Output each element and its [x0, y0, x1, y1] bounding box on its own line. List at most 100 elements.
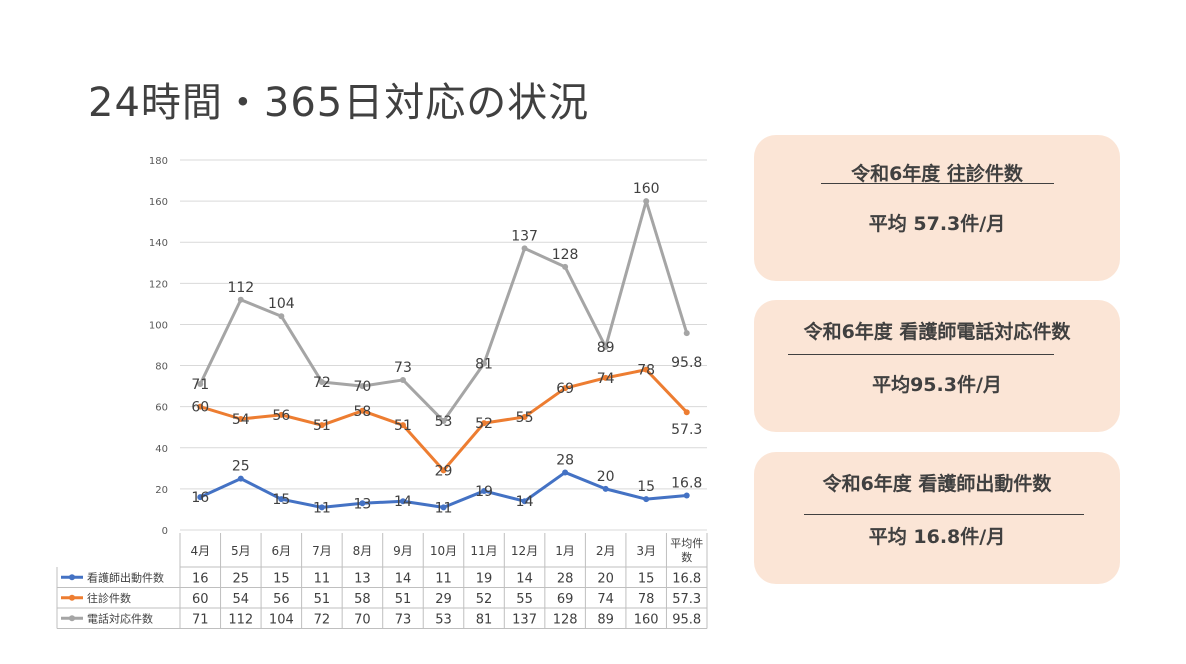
- data-point: [237, 296, 244, 303]
- data-point: [197, 494, 204, 501]
- data-point: [521, 245, 528, 252]
- table-cell-value: 137: [512, 612, 537, 627]
- data-label: 54: [232, 412, 250, 428]
- data-point: [237, 475, 244, 482]
- table-cell-value: 15: [638, 571, 655, 586]
- data-label: 56: [272, 408, 290, 424]
- table-cell-value: 69: [557, 592, 574, 607]
- table-cell-value: 29: [435, 592, 452, 607]
- table-cell-value: 73: [395, 612, 412, 627]
- data-point: [562, 263, 569, 270]
- table-cell-value: 54: [233, 592, 250, 607]
- data-point: [278, 313, 285, 320]
- data-label: 60: [191, 400, 209, 416]
- data-label: 104: [268, 296, 295, 312]
- y-tick-label: 0: [162, 526, 168, 537]
- x-tick-label: 3月: [636, 544, 656, 558]
- y-tick-label: 100: [149, 320, 168, 331]
- data-point: [318, 422, 325, 429]
- table-cell-value: 104: [269, 612, 294, 627]
- table-cell-value: 56: [273, 592, 290, 607]
- data-label: 160: [633, 181, 660, 197]
- x-tick-label: 7月: [312, 544, 332, 558]
- data-point: [602, 344, 609, 351]
- outpatient-visit-card-title: 令和6年度 往診件数: [851, 163, 1023, 185]
- data-point: [197, 403, 204, 410]
- data-label: 69: [556, 381, 574, 397]
- table-cell-value: 70: [354, 612, 371, 627]
- data-point: [602, 374, 609, 381]
- legend-entry: 電話対応件数: [87, 611, 153, 625]
- table-cell-value: 11: [314, 571, 331, 586]
- table-cell-value: 71: [192, 612, 209, 627]
- x-tick-label: 12月: [511, 544, 538, 558]
- x-tick-label: 5月: [231, 544, 251, 558]
- data-point: [643, 366, 650, 373]
- y-tick-label: 40: [155, 444, 168, 455]
- y-tick-label: 20: [155, 485, 168, 496]
- data-label: 16.8: [671, 475, 702, 491]
- x-tick-label: 8月: [353, 544, 373, 558]
- data-point: [237, 416, 244, 422]
- data-point: [399, 376, 406, 383]
- table-cell-value: 78: [638, 592, 655, 607]
- data-point: [318, 504, 325, 511]
- nurse-dispatch-card-rule: [804, 514, 1084, 515]
- table-cell-value: 16.8: [672, 571, 701, 586]
- data-point: [481, 420, 488, 427]
- data-point: [562, 385, 569, 392]
- table-cell-value: 57.3: [672, 592, 701, 607]
- table-cell-value: 55: [516, 592, 533, 607]
- nurse-phone-card-title: 令和6年度 看護師電話対応件数: [803, 321, 1071, 343]
- y-tick-label: 140: [149, 238, 168, 249]
- table-cell-value: 51: [314, 592, 331, 607]
- y-tick-label: 60: [155, 403, 168, 414]
- data-label: 74: [597, 371, 615, 387]
- data-point: [440, 467, 447, 474]
- data-label: 29: [435, 463, 453, 479]
- data-point: [562, 469, 569, 476]
- data-label: 15: [272, 492, 290, 508]
- data-point: [359, 500, 366, 507]
- outpatient-visit-card-value: 平均 57.3件/月: [868, 213, 1006, 235]
- table-cell-value: 14: [395, 571, 412, 586]
- data-label: 78: [637, 363, 655, 379]
- x-tick-label: 10月: [430, 544, 457, 558]
- data-label: 128: [552, 247, 579, 263]
- table-cell-value: 16: [192, 571, 209, 586]
- legend-key-marker: [69, 615, 75, 622]
- page-title: 24時間・365日対応の状況: [88, 80, 590, 126]
- nurse-phone-card-rule: [788, 354, 1054, 355]
- data-point: [359, 383, 366, 390]
- y-tick-label: 160: [149, 197, 168, 208]
- data-point: [643, 198, 650, 205]
- data-point: [521, 413, 528, 420]
- data-label: 11: [313, 500, 331, 516]
- x-tick-label: 6月: [272, 544, 292, 558]
- data-point: [683, 409, 690, 416]
- data-point: [481, 360, 488, 367]
- x-tick-label: 2月: [596, 544, 616, 558]
- table-cell-value: 53: [435, 612, 452, 627]
- data-label: 95.8: [671, 355, 702, 371]
- data-label: 55: [516, 410, 534, 426]
- data-point: [602, 485, 609, 492]
- outpatient-visit-card: 令和6年度 往診件数 平均 57.3件/月: [754, 135, 1120, 281]
- nurse-phone-card: 令和6年度 看護師電話対応件数 平均95.3件/月: [754, 300, 1120, 432]
- data-label: 53: [435, 414, 453, 430]
- data-point: [399, 422, 406, 429]
- x-tick-label: 平均件: [670, 537, 703, 550]
- data-point: [359, 407, 366, 414]
- table-cell-value: 89: [597, 612, 614, 627]
- data-point: [440, 504, 447, 511]
- data-point: [197, 381, 204, 388]
- data-label: 52: [475, 416, 493, 432]
- data-label: 14: [516, 494, 534, 510]
- data-label: 137: [511, 228, 538, 244]
- data-label: 112: [227, 280, 254, 296]
- legend-entry: 看護師出動件数: [87, 570, 164, 584]
- outpatient-visit-card-rule: [821, 183, 1054, 184]
- data-label: 14: [394, 494, 412, 510]
- x-tick-label: 数: [681, 551, 692, 564]
- data-label: 20: [597, 469, 615, 485]
